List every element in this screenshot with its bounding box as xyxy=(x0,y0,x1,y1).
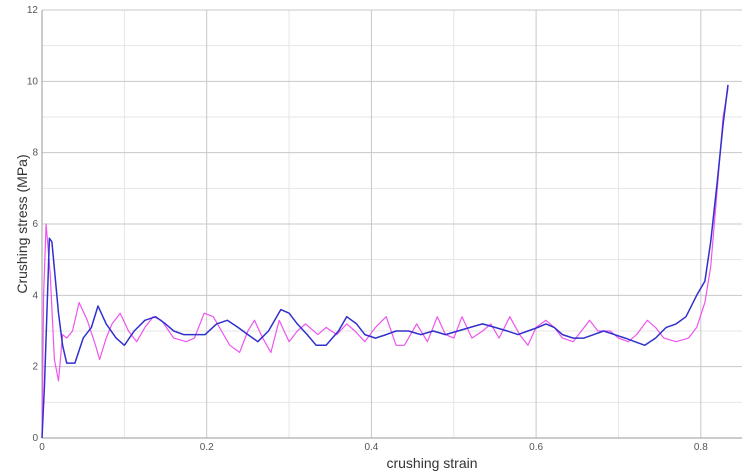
y-tick-label: 2 xyxy=(32,362,38,373)
y-tick-label: 6 xyxy=(32,219,38,230)
x-tick-label: 0.2 xyxy=(200,442,214,453)
x-tick-label: 0.8 xyxy=(694,442,708,453)
grid xyxy=(42,9,742,438)
series-line-2 xyxy=(41,84,729,439)
series-layer xyxy=(41,84,729,439)
y-tick-label: 0 xyxy=(32,433,38,444)
y-axis-title: Crushing stress (MPa) xyxy=(14,154,30,293)
x-axis-title: crushing strain xyxy=(386,455,477,471)
series-line-1 xyxy=(41,88,729,439)
axes xyxy=(41,10,742,439)
y-tick-label: 10 xyxy=(27,76,39,87)
x-tick-label: 0 xyxy=(39,442,45,453)
y-tick-label: 8 xyxy=(32,148,38,159)
x-tick-label: 0.6 xyxy=(529,442,543,453)
y-tick-label: 4 xyxy=(32,290,38,301)
tick-labels: 0 0.2 0.4 0.6 0.8 0 2 4 6 8 10 12 xyxy=(27,5,708,453)
x-tick-label: 0.4 xyxy=(364,442,378,453)
y-tick-label: 12 xyxy=(27,5,39,16)
